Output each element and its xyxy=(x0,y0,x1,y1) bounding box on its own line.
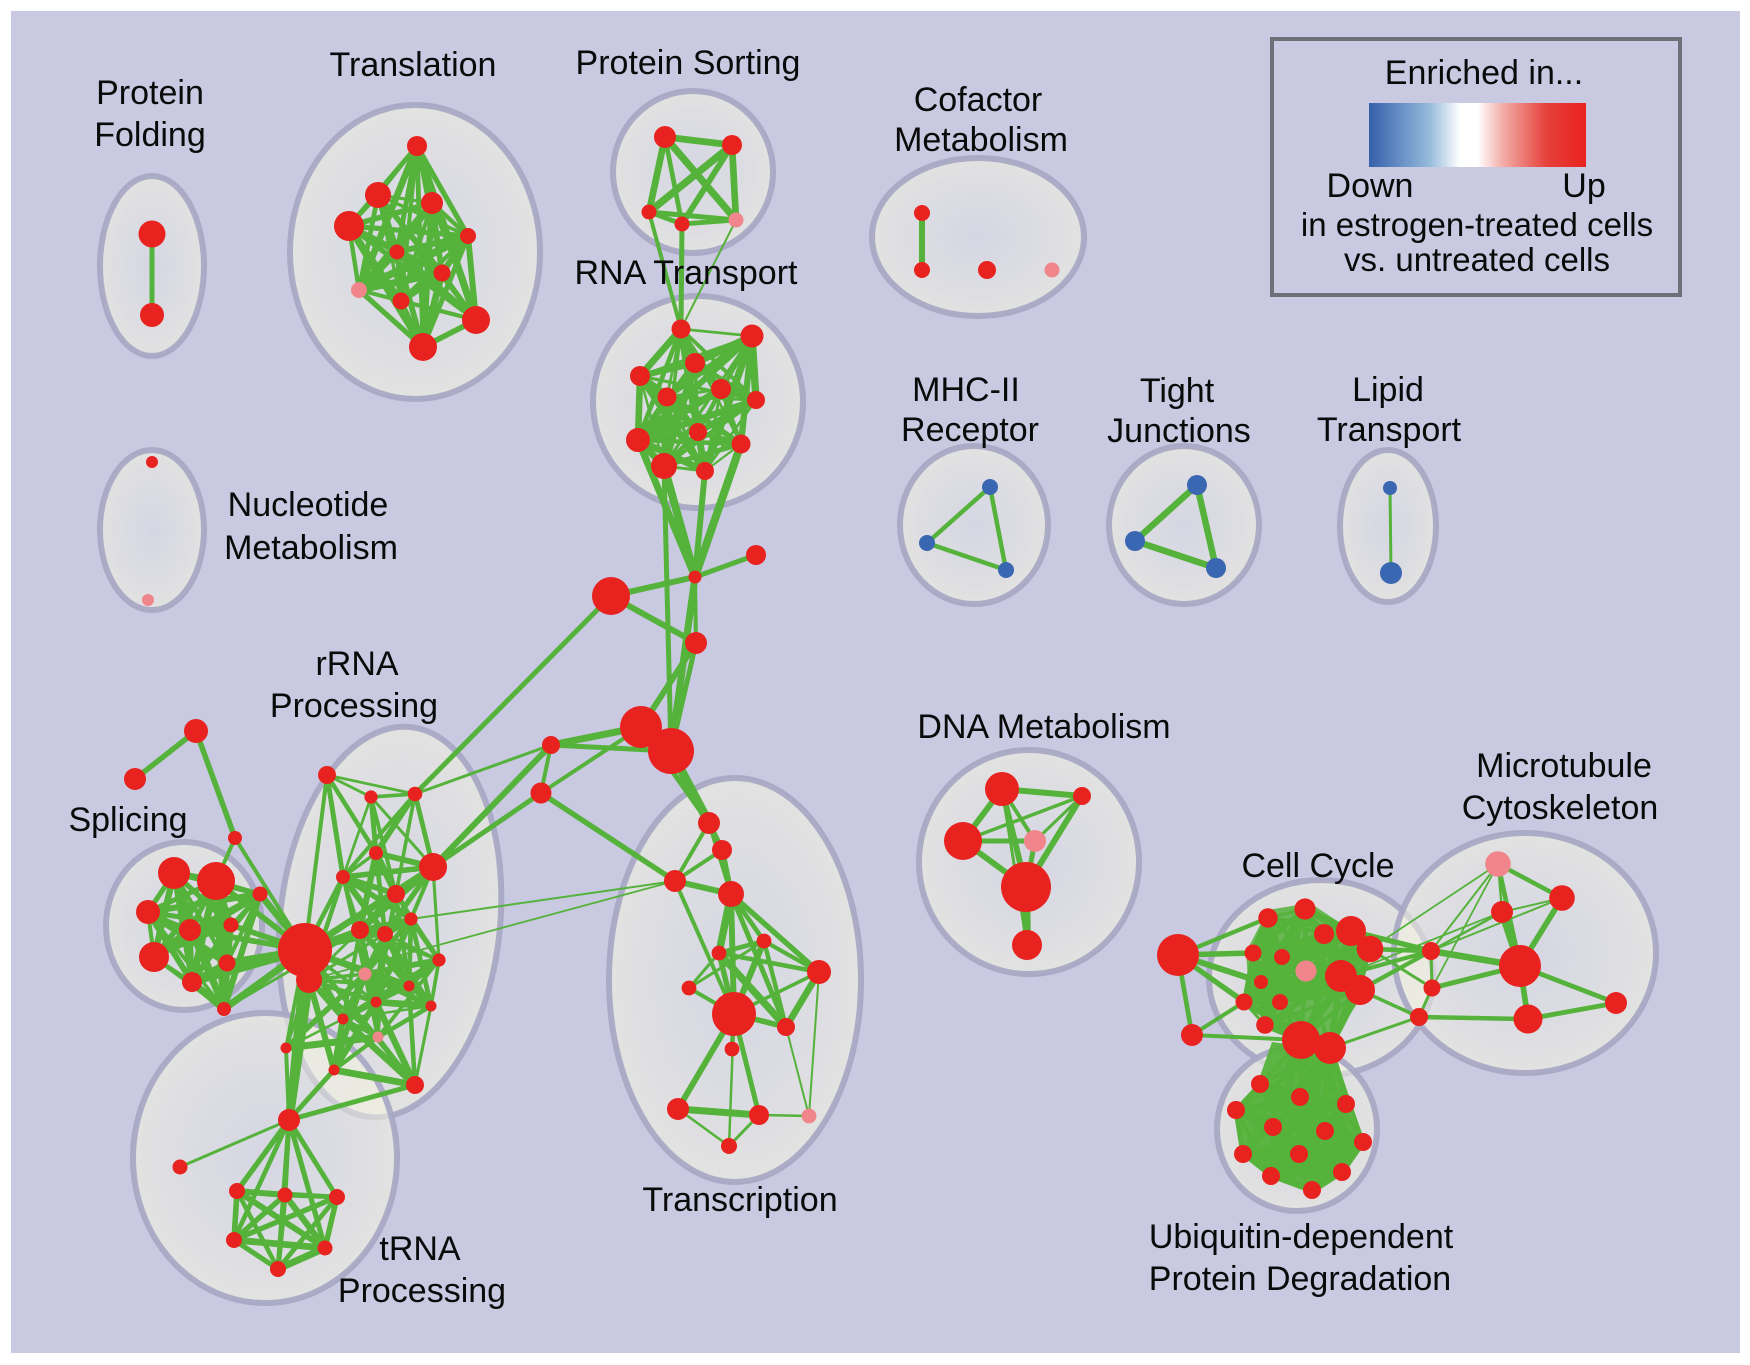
svg-text:Up: Up xyxy=(1562,167,1605,205)
svg-text:DNA Metabolism: DNA Metabolism xyxy=(917,708,1170,746)
svg-text:MHC-II: MHC-II xyxy=(912,371,1020,409)
svg-text:Protein Sorting: Protein Sorting xyxy=(576,44,801,82)
svg-text:in estrogen-treated cells: in estrogen-treated cells xyxy=(1301,206,1653,243)
svg-text:Receptor: Receptor xyxy=(901,411,1039,449)
svg-text:Down: Down xyxy=(1327,167,1414,205)
svg-text:Processing: Processing xyxy=(338,1272,506,1310)
svg-text:Folding: Folding xyxy=(94,116,206,154)
svg-text:Cytoskeleton: Cytoskeleton xyxy=(1462,789,1659,827)
svg-text:Metabolism: Metabolism xyxy=(894,121,1068,159)
svg-text:Protein: Protein xyxy=(96,74,204,112)
svg-text:Protein Degradation: Protein Degradation xyxy=(1149,1260,1451,1298)
svg-text:Tight: Tight xyxy=(1140,372,1215,410)
svg-text:Cofactor: Cofactor xyxy=(914,81,1043,119)
svg-text:Splicing: Splicing xyxy=(68,801,187,839)
svg-text:RNA Transport: RNA Transport xyxy=(575,254,799,292)
svg-text:Ubiquitin-dependent: Ubiquitin-dependent xyxy=(1149,1218,1454,1256)
svg-text:Nucleotide: Nucleotide xyxy=(228,486,389,524)
svg-text:rRNA: rRNA xyxy=(315,645,398,683)
svg-text:Translation: Translation xyxy=(330,46,497,84)
svg-text:tRNA: tRNA xyxy=(379,1230,461,1268)
svg-text:Metabolism: Metabolism xyxy=(224,529,398,567)
svg-text:vs. untreated cells: vs. untreated cells xyxy=(1344,241,1610,278)
svg-text:Lipid: Lipid xyxy=(1352,371,1424,409)
svg-text:Transport: Transport xyxy=(1317,411,1462,449)
svg-text:Transcription: Transcription xyxy=(642,1181,837,1219)
svg-text:Junctions: Junctions xyxy=(1107,412,1251,450)
svg-text:Enriched in...: Enriched in... xyxy=(1385,54,1583,92)
svg-text:Microtubule: Microtubule xyxy=(1476,747,1652,785)
svg-text:Cell Cycle: Cell Cycle xyxy=(1241,847,1394,885)
svg-text:Processing: Processing xyxy=(270,687,438,725)
